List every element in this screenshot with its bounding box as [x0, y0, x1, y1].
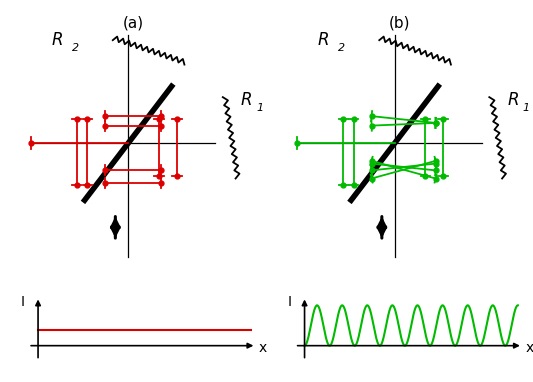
Text: 2: 2 [72, 43, 79, 53]
Text: R: R [507, 91, 519, 109]
Text: (b): (b) [389, 16, 410, 31]
Text: x: x [525, 342, 533, 355]
Text: R: R [241, 91, 252, 109]
Text: R: R [51, 31, 63, 49]
Text: R: R [318, 31, 329, 49]
Text: I: I [287, 295, 292, 309]
Text: I: I [21, 295, 25, 309]
Text: 1: 1 [522, 103, 530, 113]
Text: 2: 2 [338, 43, 345, 53]
Text: 1: 1 [256, 103, 263, 113]
Text: x: x [259, 342, 267, 355]
Text: (a): (a) [123, 16, 144, 31]
